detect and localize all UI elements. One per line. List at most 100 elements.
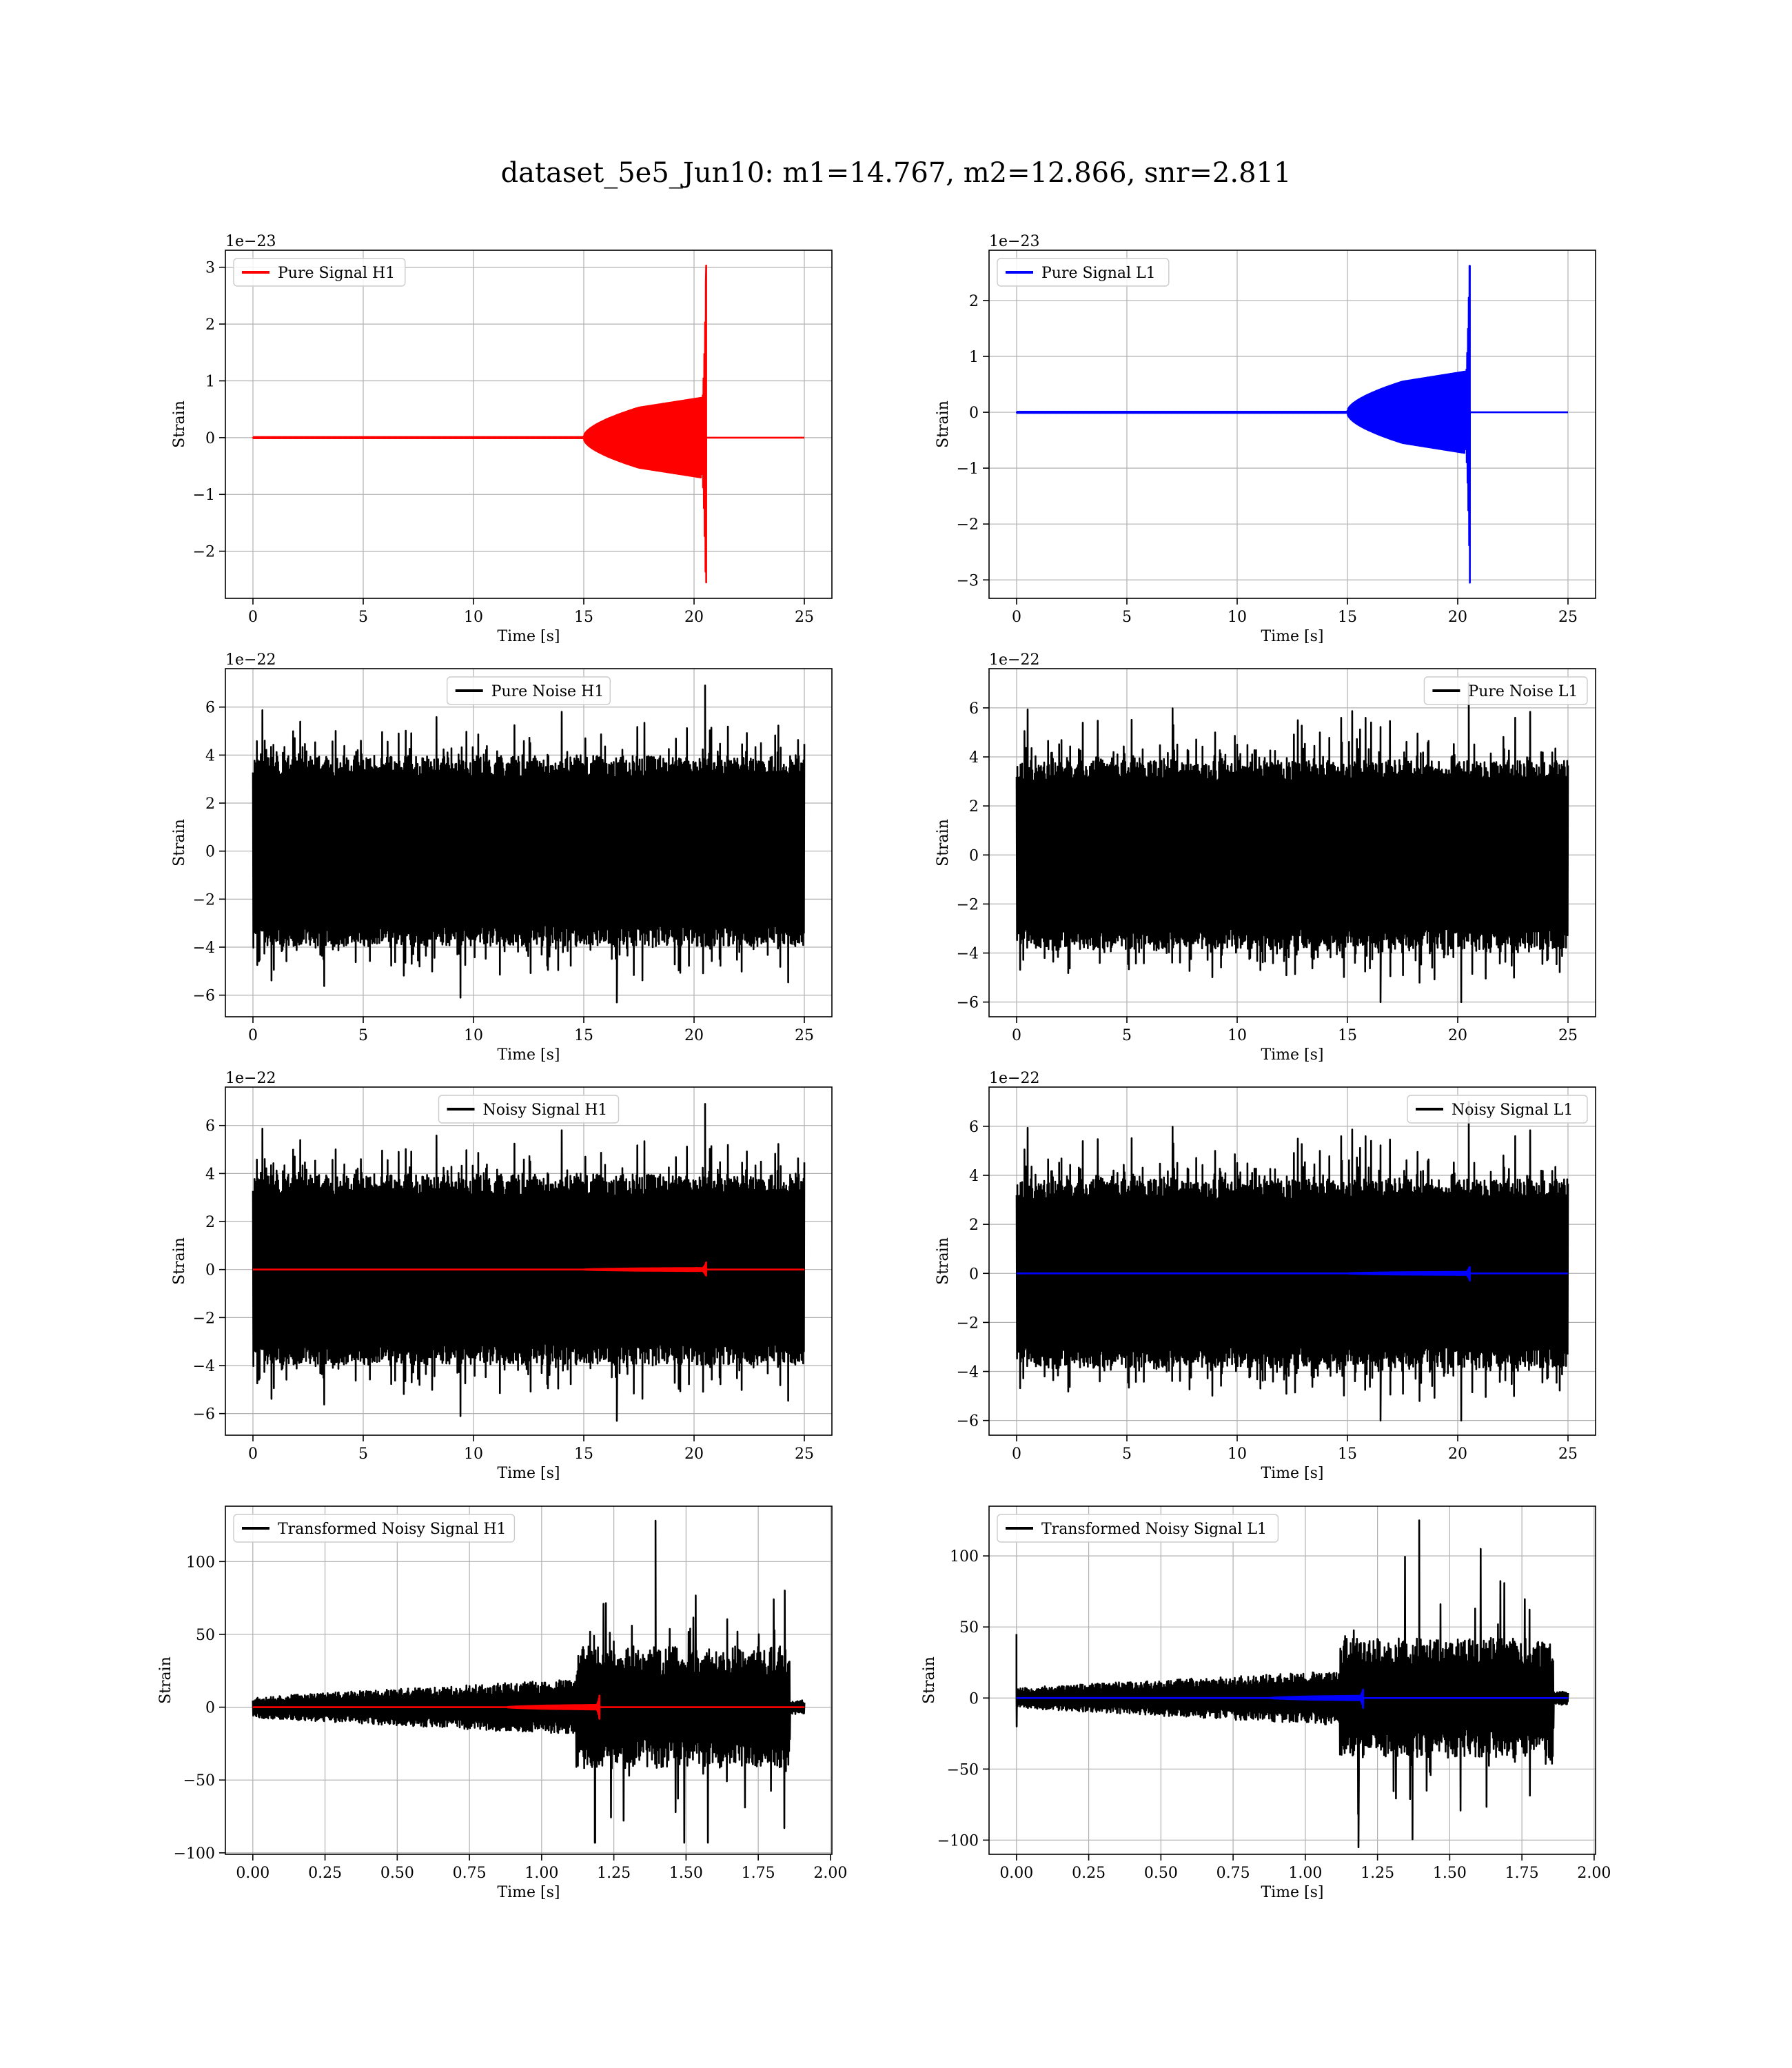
x-tick-label: 0 [248, 609, 258, 626]
y-tick-label: −1 [193, 487, 215, 504]
x-axis-label: Time [s] [497, 1465, 560, 1482]
axes-frame [225, 668, 833, 1017]
y-axis-label: Strain [157, 1656, 174, 1704]
y-tick-label: 50 [959, 1619, 979, 1636]
plot-area [1015, 682, 1569, 1003]
y-tick-label: −50 [947, 1761, 979, 1778]
x-tick-label: 0.25 [1072, 1865, 1106, 1882]
y-tick-label: 50 [196, 1627, 215, 1644]
y-tick-label: −6 [957, 1413, 979, 1430]
y-tick-label: −6 [193, 1406, 215, 1423]
x-tick-label: 0.50 [380, 1865, 414, 1882]
y-tick-label: −4 [957, 1364, 979, 1381]
x-tick-label: 0 [248, 1027, 258, 1044]
plot-area [1015, 1101, 1569, 1421]
x-tick-label: 20 [1448, 609, 1467, 626]
x-tick-label: 1.25 [1361, 1865, 1394, 1882]
subplot-5: 0 5 10 15 20 25 −6 −4 −2 0 2 4 6 Time [s] Strain 1e−22 N… [171, 1070, 833, 1482]
x-axis-label: Time [s] [1261, 628, 1323, 645]
legend: Pure Signal L1 [997, 258, 1170, 287]
y-tick-label: 0 [969, 1266, 979, 1283]
x-tick-label: 0.00 [236, 1865, 269, 1882]
y-axis-label: Strain [171, 819, 188, 866]
y-tick-label: 2 [205, 1214, 215, 1231]
y-axis-label: Strain [171, 401, 188, 448]
y-axis-label: Strain [935, 819, 952, 866]
y-tick-label: −2 [193, 1310, 215, 1327]
legend: Noisy Signal L1 [1407, 1095, 1588, 1124]
legend-label: Pure Noise H1 [491, 683, 604, 700]
x-tick-label: 25 [1558, 609, 1578, 626]
y-tick-label: 100 [186, 1554, 215, 1571]
y-tick-label: 0 [205, 844, 215, 861]
x-tick-label: 0.75 [1216, 1865, 1250, 1882]
y-offset-text: 1e−22 [989, 651, 1039, 669]
series-line-5-1 [1016, 1266, 1569, 1282]
x-tick-label: 15 [574, 1027, 593, 1044]
x-tick-label: 2.00 [813, 1865, 847, 1882]
series-line-7-0 [1015, 1519, 1569, 1848]
y-offset-text: 1e−23 [989, 233, 1039, 250]
y-tick-label: −1 [957, 460, 979, 478]
y-tick-label: −2 [957, 1315, 979, 1332]
x-axis-label: Time [s] [497, 628, 560, 645]
y-tick-label: 0 [205, 1262, 215, 1279]
y-tick-label: 1 [205, 373, 215, 390]
y-tick-label: −6 [957, 995, 979, 1012]
y-tick-label: −100 [174, 1845, 215, 1863]
x-tick-label: 5 [1122, 1446, 1132, 1463]
legend-label: Noisy Signal H1 [483, 1102, 608, 1119]
axes-frame [225, 250, 833, 599]
x-tick-label: 25 [1558, 1027, 1578, 1044]
y-tick-label: −4 [193, 940, 215, 957]
x-tick-label: 20 [684, 609, 704, 626]
series-line-1-0 [1015, 265, 1569, 584]
y-tick-label: 6 [205, 1118, 215, 1135]
x-tick-label: 25 [795, 609, 814, 626]
x-tick-label: 1.00 [1288, 1865, 1322, 1882]
x-tick-label: 0.75 [453, 1865, 487, 1882]
axes-frame [225, 1086, 833, 1436]
subplot-6: 0 5 10 15 20 25 −6 −4 −2 0 2 4 6 Time [s] Strain 1e−22 N… [935, 1070, 1596, 1482]
x-tick-label: 2.00 [1577, 1865, 1611, 1882]
x-tick-label: 20 [684, 1027, 704, 1044]
x-axis-label: Time [s] [1261, 1465, 1323, 1482]
x-tick-label: 1.25 [597, 1865, 631, 1882]
x-tick-label: 25 [1558, 1446, 1578, 1463]
x-tick-label: 15 [1338, 609, 1357, 626]
x-tick-label: 5 [358, 1027, 368, 1044]
x-tick-label: 0.00 [999, 1865, 1033, 1882]
axes-frame [988, 250, 1596, 599]
y-tick-label: −2 [957, 896, 979, 913]
y-tick-label: −100 [937, 1832, 979, 1849]
y-tick-label: −4 [957, 946, 979, 963]
y-tick-label: 0 [205, 430, 215, 447]
y-tick-label: 2 [969, 1217, 979, 1234]
y-tick-label: 6 [205, 700, 215, 717]
series-line-0-0 [252, 264, 805, 584]
x-tick-label: 20 [1448, 1446, 1467, 1463]
y-tick-label: 2 [969, 293, 979, 310]
y-offset-text: 1e−22 [225, 1070, 276, 1087]
y-tick-label: 4 [969, 749, 979, 767]
subplot-4: 0 5 10 15 20 25 −6 −4 −2 0 2 4 6 Time [s] Strain 1e−22 P… [935, 651, 1596, 1064]
legend-label: Pure Noise L1 [1468, 683, 1578, 700]
series-line-4-0 [252, 1103, 806, 1422]
x-tick-label: 25 [795, 1446, 814, 1463]
x-tick-label: 5 [358, 609, 368, 626]
figure-suptitle: dataset_5e5_Jun10: m1=14.767, m2=12.866,… [500, 157, 1292, 189]
y-tick-label: 4 [205, 1166, 215, 1183]
axes-frame [988, 1086, 1596, 1436]
y-offset-text: 1e−22 [225, 651, 276, 669]
plot-area [1015, 1519, 1569, 1848]
x-tick-label: 10 [464, 1027, 483, 1044]
y-axis-label: Strain [935, 401, 952, 448]
subplot-7: 0.00 0.25 0.50 0.75 1.00 1.25 1.50 1.75 2.00 −100… [157, 1506, 847, 1901]
x-tick-label: 0 [1012, 1027, 1021, 1044]
series-line-6-1 [252, 1694, 805, 1720]
x-tick-label: 15 [574, 1446, 593, 1463]
y-tick-label: 100 [950, 1548, 979, 1565]
legend-label: Transformed Noisy Signal H1 [278, 1521, 507, 1538]
x-tick-label: 0 [248, 1446, 258, 1463]
